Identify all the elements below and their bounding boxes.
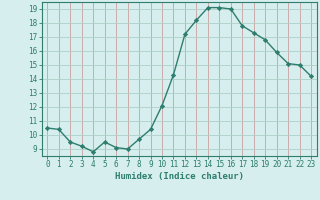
X-axis label: Humidex (Indice chaleur): Humidex (Indice chaleur) — [115, 172, 244, 181]
